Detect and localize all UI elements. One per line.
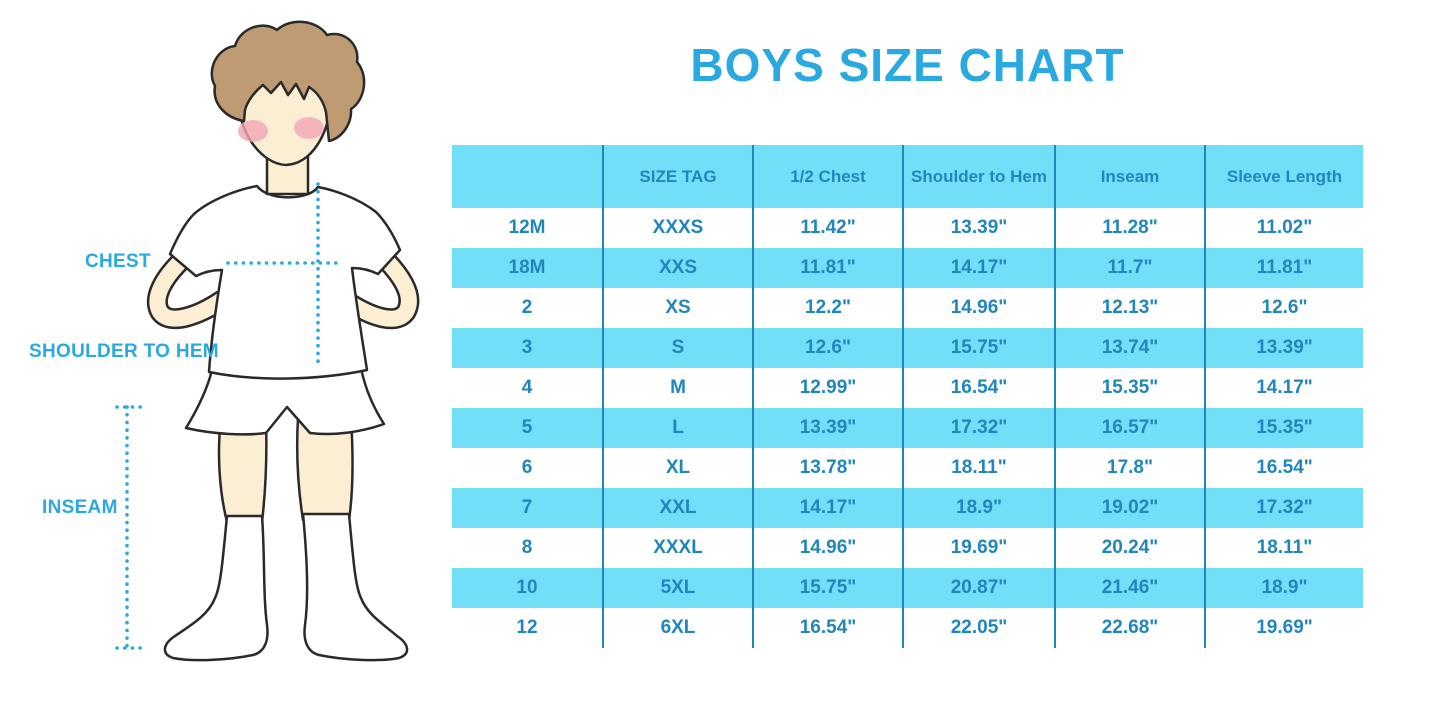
measurement-cell: 22.05" <box>902 608 1055 648</box>
socks <box>163 512 409 662</box>
measurement-cell: 11.81" <box>752 248 903 288</box>
measurement-cell: XXL <box>602 488 753 528</box>
table-row: 7 XXL 14.17" 18.9" 19.02" 17.32" <box>452 488 1363 528</box>
measurement-cell: 17.8" <box>1054 448 1205 488</box>
measurement-cell: 13.39" <box>752 408 903 448</box>
measurement-cell: 11.28" <box>1054 208 1205 248</box>
header-shoulder-to-hem: Shoulder to Hem <box>902 145 1055 208</box>
measurement-cell: 15.35" <box>1054 368 1205 408</box>
measurement-cell: 14.17" <box>752 488 903 528</box>
measurement-cell: 15.75" <box>752 568 903 608</box>
age-size-cell: 3 <box>452 328 603 368</box>
cheek-blush <box>238 117 324 142</box>
measurement-cell: 17.32" <box>1204 488 1363 528</box>
measurement-cell: 20.87" <box>902 568 1055 608</box>
header-age-size <box>452 145 603 208</box>
measurement-cell: 16.54" <box>902 368 1055 408</box>
measurement-cell: 12.6" <box>752 328 903 368</box>
measurement-cell: 5XL <box>602 568 753 608</box>
page-title: BOYS SIZE CHART <box>690 39 1125 91</box>
age-size-cell: 7 <box>452 488 603 528</box>
measurement-cell: 19.69" <box>1204 608 1363 648</box>
table-row: 18M XXS 11.81" 14.17" 11.7" 11.81" <box>452 248 1363 288</box>
measurement-cell: S <box>602 328 753 368</box>
measurement-cell: 11.81" <box>1204 248 1363 288</box>
measurement-cell: 14.96" <box>902 288 1055 328</box>
measurement-cell: XXS <box>602 248 753 288</box>
table-row: 12M XXXS 11.42" 13.39" 11.28" 11.02" <box>452 208 1363 248</box>
table-body: 12M XXXS 11.42" 13.39" 11.28" 11.02" 18M XXS 11.… <box>452 208 1363 648</box>
age-size-cell: 12M <box>508 217 546 238</box>
measurement-cell: 12.6" <box>1204 288 1363 328</box>
measurement-cell: 6XL <box>602 608 753 648</box>
table-row: 4 M 12.99" 16.54" 15.35" 14.17" <box>452 368 1363 408</box>
header-half-chest: 1/2 Chest <box>752 145 903 208</box>
age-size-cell: 6 <box>521 457 533 478</box>
table-row: 2 XS 12.2" 14.96" 12.13" 12.6" <box>452 288 1363 328</box>
t-shirt <box>168 184 402 380</box>
measurement-cell: 12.13" <box>1054 288 1205 328</box>
measurement-cell: 14.17" <box>1204 368 1363 408</box>
measurement-cell: 13.39" <box>902 208 1055 248</box>
header-inseam: Inseam <box>1054 145 1205 208</box>
measurement-cell: 21.46" <box>1054 568 1205 608</box>
measurement-cell: 17.32" <box>902 408 1055 448</box>
measurement-guides <box>115 182 345 650</box>
arms <box>146 247 420 330</box>
measurement-cell: 13.74" <box>1054 328 1205 368</box>
measurement-cell: XXXS <box>602 208 753 248</box>
measurement-cell: 19.02" <box>1054 488 1205 528</box>
age-size-cell: 4 <box>521 377 533 398</box>
hair <box>210 20 366 143</box>
measurement-cell: 20.24" <box>1054 528 1205 568</box>
age-size-cell: 5 <box>452 408 603 448</box>
measurement-cell: 18.11" <box>902 448 1055 488</box>
measurement-cell: 12.99" <box>752 368 903 408</box>
table-row: 6 XL 13.78" 18.11" 17.8" 16.54" <box>452 448 1363 488</box>
shoulder-to-hem-label: SHOULDER TO HEM <box>29 341 219 362</box>
measurement-cell: 11.42" <box>752 208 903 248</box>
boy-illustration <box>115 20 420 662</box>
measurement-cell: XL <box>602 448 753 488</box>
measurement-cell: 18.9" <box>1204 568 1363 608</box>
measurement-cell: 11.02" <box>1204 208 1363 248</box>
age-size-cell: 10 <box>452 568 603 608</box>
measurement-cell: 16.54" <box>752 608 903 648</box>
measurement-cell: L <box>602 408 753 448</box>
measurement-cell: 19.69" <box>902 528 1055 568</box>
measurement-cell: 11.7" <box>1054 248 1205 288</box>
measurement-cell: 14.96" <box>752 528 903 568</box>
table-row: 5 L 13.39" 17.32" 16.57" 15.35" <box>452 408 1363 448</box>
measurement-cell: 13.78" <box>752 448 903 488</box>
measurement-cell: M <box>602 368 753 408</box>
measurement-cell: 14.17" <box>902 248 1055 288</box>
age-size-cell: 18M <box>452 248 603 288</box>
table-row: 3 S 12.6" 15.75" 13.74" 13.39" <box>452 328 1363 368</box>
table-row: 10 5XL 15.75" 20.87" 21.46" 18.9" <box>452 568 1363 608</box>
measurement-cell: 18.11" <box>1204 528 1363 568</box>
measurement-cell: 15.35" <box>1204 408 1363 448</box>
age-size-cell: 12 <box>516 617 538 638</box>
age-size-cell: 8 <box>521 537 533 558</box>
size-table: SIZE TAG 1/2 Chest Shoulder to Hem Insea… <box>452 145 1363 648</box>
measurement-cell: XS <box>602 288 753 328</box>
measurement-cell: XXXL <box>602 528 753 568</box>
legs <box>217 416 354 524</box>
measurement-cell: 15.75" <box>902 328 1055 368</box>
age-size-cell: 2 <box>521 297 533 318</box>
inseam-label: INSEAM <box>42 497 118 518</box>
measurement-cell: 16.54" <box>1204 448 1363 488</box>
table-row: 8 XXXL 14.96" 19.69" 20.24" 18.11" <box>452 528 1363 568</box>
measurement-cell: 12.2" <box>752 288 903 328</box>
measurement-cell: 22.68" <box>1054 608 1205 648</box>
header-size-tag: SIZE TAG <box>602 145 753 208</box>
measurement-cell: 18.9" <box>902 488 1055 528</box>
measurement-cell: 13.39" <box>1204 328 1363 368</box>
measurement-cell: 16.57" <box>1054 408 1205 448</box>
table-row: 12 6XL 16.54" 22.05" 22.68" 19.69" <box>452 608 1363 648</box>
header-sleeve-length: Sleeve Length <box>1204 145 1363 208</box>
table-header-row: SIZE TAG 1/2 Chest Shoulder to Hem Insea… <box>452 145 1363 208</box>
chest-label: CHEST <box>85 251 151 272</box>
